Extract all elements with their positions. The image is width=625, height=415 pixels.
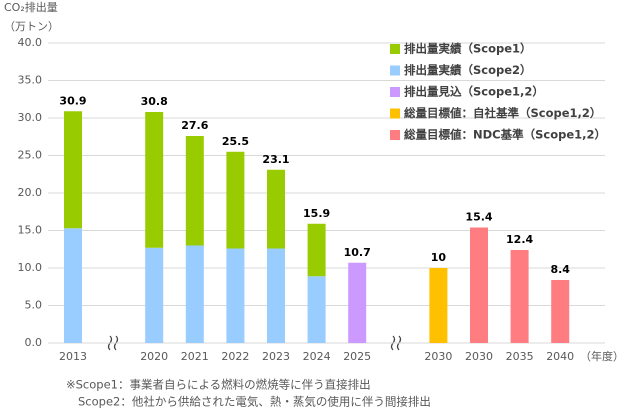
x-tick-label: 2013	[59, 350, 87, 363]
x-tick-label: 2035	[506, 350, 534, 363]
bar	[348, 262, 367, 343]
y-tick-label: 30.0	[18, 111, 43, 124]
bar	[429, 268, 448, 343]
footnote: ※Scope1：事業者自らによる燃料の燃焼等に伴う直接排出	[66, 378, 371, 392]
bar	[145, 247, 164, 343]
x-tick-label: 2021	[181, 350, 209, 363]
y-tick-label: 25.0	[18, 149, 43, 162]
y-tick-label: 5.0	[25, 299, 43, 312]
footnote: Scope2：他社から供給された電気、熱・蒸気の使用に伴う間接排出	[78, 395, 431, 409]
total-label: 27.6	[181, 119, 208, 132]
x-tick-label: 2024	[303, 350, 331, 363]
legend-swatch	[390, 65, 400, 76]
total-label: 10.7	[344, 246, 371, 259]
x-tick-label: 2022	[221, 350, 249, 363]
total-label: 15.9	[303, 207, 330, 220]
x-tick-label: 2025	[343, 350, 371, 363]
total-label: 25.5	[222, 135, 249, 148]
legend-label: 総量目標値：NDC基準（Scope1,2）	[404, 128, 606, 142]
y-tick-label: 15.0	[18, 224, 43, 237]
total-label: 15.4	[465, 211, 492, 224]
legend-swatch	[390, 87, 400, 97]
legend-label: 総量目標値：自社基準（Scope1,2）	[404, 106, 601, 120]
y-axis-title: CO₂排出量	[4, 0, 58, 14]
bar	[267, 248, 285, 343]
legend-swatch	[390, 108, 400, 119]
y-tick-label: 40.0	[18, 36, 43, 49]
bar	[551, 280, 570, 343]
bar	[510, 250, 529, 343]
bar	[145, 112, 164, 248]
x-tick-label: 2023	[262, 350, 290, 363]
bar	[307, 223, 326, 277]
y-tick-label: 0.0	[25, 336, 43, 349]
bar	[470, 227, 488, 343]
y-tick-label: 10.0	[18, 261, 43, 274]
y-tick-label: 35.0	[18, 74, 43, 87]
total-label: 30.9	[59, 94, 86, 107]
bar	[185, 245, 204, 343]
bar	[226, 248, 245, 343]
bar	[226, 151, 245, 249]
bar	[64, 111, 82, 229]
bar	[267, 169, 285, 249]
y-tick-label: 20.0	[18, 186, 43, 199]
total-label: 23.1	[262, 153, 289, 166]
x-tick-label: 2030	[465, 350, 493, 363]
total-label: 10	[431, 251, 447, 264]
x-tick-label: 2040	[546, 350, 574, 363]
bar	[185, 136, 204, 246]
total-label: 30.8	[141, 95, 168, 108]
legend-label: 排出量実績（Scope2）	[404, 63, 532, 77]
y-unit: （万トン）	[4, 20, 59, 33]
bar	[307, 276, 326, 343]
total-label: 8.4	[550, 263, 570, 276]
legend-label: 排出量実績（Scope1）	[404, 42, 532, 56]
bar	[64, 228, 82, 343]
legend-swatch	[390, 44, 400, 54]
legend-label: 排出量見込（Scope1,2）	[404, 85, 544, 99]
legend-swatch	[390, 130, 400, 140]
x-tick-label: 2020	[140, 350, 168, 363]
x-unit: （年度）	[580, 349, 624, 363]
total-label: 12.4	[506, 233, 533, 246]
x-tick-label: 2030	[424, 350, 452, 363]
